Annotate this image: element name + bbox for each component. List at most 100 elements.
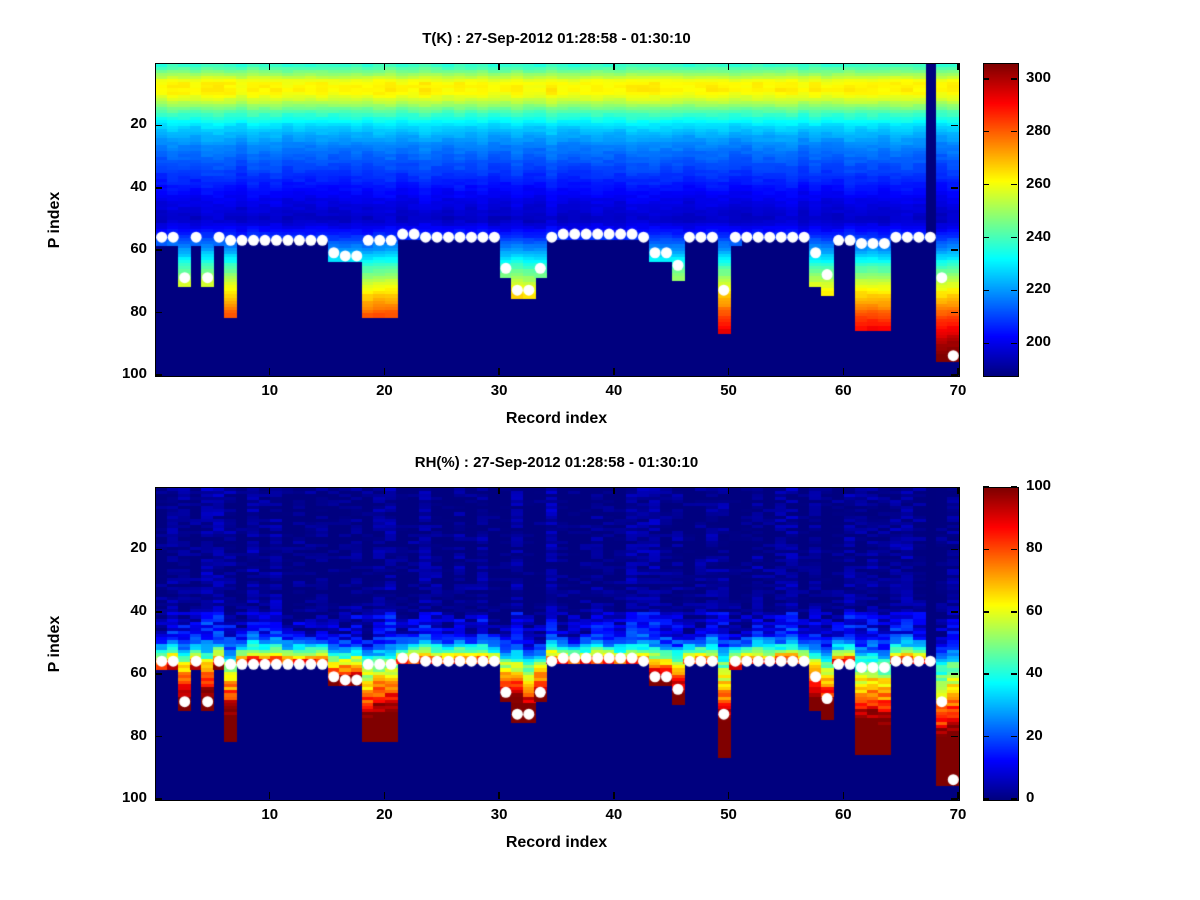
- x-tick-label: 60: [834, 806, 852, 823]
- temperature-heatmap-image: [156, 64, 959, 376]
- x-tick-mark: [613, 368, 615, 375]
- x-tick-label: 50: [720, 382, 737, 399]
- y-tick-label: 20: [130, 539, 147, 557]
- x-tick-mark: [498, 792, 500, 799]
- y-tick-mark-right: [951, 311, 958, 314]
- y-tick-mark-right: [951, 735, 958, 738]
- x-tick-label: 40: [605, 382, 623, 399]
- x-tick-mark-top: [268, 487, 271, 494]
- y-tick-mark-right: [951, 187, 958, 189]
- colorbar-tick-label: 200: [1026, 333, 1052, 351]
- x-tick-mark-top: [957, 63, 959, 70]
- y-tick-label: 80: [130, 726, 147, 744]
- humidity-xaxis-label: Record index: [505, 834, 608, 851]
- y-tick-label: 60: [130, 240, 147, 258]
- x-tick-label: 30: [490, 806, 508, 823]
- x-tick-label: 20: [376, 806, 393, 823]
- x-tick-mark-top: [613, 487, 615, 494]
- humidity-plot-title: RH(%) : 27-Sep-2012 01:28:58 - 01:30:10: [414, 454, 699, 471]
- y-tick-label: 100: [121, 365, 147, 382]
- x-tick-label: 20: [376, 382, 393, 399]
- colorbar-tick-mark-right: [1011, 798, 1017, 800]
- x-tick-mark-top: [383, 63, 386, 70]
- colorbar-tick-label: 0: [1026, 789, 1035, 806]
- colorbar-tick-label: 80: [1026, 539, 1043, 557]
- x-tick-label: 10: [261, 382, 279, 399]
- y-tick-mark-right: [951, 249, 958, 251]
- colorbar-tick-label: 20: [1026, 726, 1043, 744]
- y-tick-mark: [155, 249, 162, 251]
- x-tick-label: 70: [949, 806, 967, 823]
- colorbar-tick-label: 60: [1026, 601, 1043, 619]
- y-tick-label: 60: [130, 664, 147, 682]
- x-tick-mark: [842, 792, 845, 799]
- x-tick-mark: [383, 368, 386, 375]
- colorbar-tick-mark: [983, 236, 989, 239]
- y-tick-mark-right: [951, 124, 958, 127]
- temperature-colorbar-gradient: [984, 64, 1018, 376]
- humidity-heatmap-axes[interactable]: [155, 487, 960, 801]
- colorbar-tick-mark-right: [1011, 130, 1017, 133]
- x-tick-mark-top: [957, 487, 959, 494]
- colorbar-tick-label: 240: [1026, 227, 1052, 245]
- x-tick-mark-top: [613, 63, 615, 70]
- y-tick-mark: [155, 124, 162, 127]
- humidity-heatmap-image: [156, 488, 959, 800]
- colorbar-tick-mark: [983, 798, 989, 800]
- humidity-colorbar-gradient: [984, 488, 1018, 800]
- x-tick-mark-top: [498, 63, 500, 70]
- colorbar-tick-label: 260: [1026, 174, 1052, 192]
- y-tick-label: 100: [121, 789, 147, 806]
- x-tick-mark: [727, 368, 730, 375]
- y-tick-mark: [155, 548, 162, 551]
- colorbar-tick-mark: [983, 78, 989, 80]
- colorbar-tick-label: 280: [1026, 121, 1052, 139]
- x-tick-mark: [268, 368, 271, 375]
- x-tick-mark-top: [842, 63, 845, 70]
- colorbar-tick-mark-right: [1011, 548, 1017, 551]
- x-tick-label: 40: [605, 806, 623, 823]
- temperature-heatmap-axes[interactable]: [155, 63, 960, 377]
- y-tick-mark-right: [951, 673, 958, 675]
- colorbar-tick-mark: [983, 548, 989, 551]
- colorbar-tick-label: 40: [1026, 664, 1043, 682]
- y-tick-mark: [155, 798, 162, 800]
- colorbar-tick-label: 100: [1026, 477, 1052, 494]
- x-tick-mark: [957, 368, 959, 375]
- y-tick-mark: [155, 611, 162, 613]
- colorbar-tick-mark-right: [1011, 486, 1017, 488]
- x-tick-mark-top: [842, 487, 845, 494]
- x-tick-label: 70: [949, 382, 967, 399]
- temperature-colorbar[interactable]: [983, 63, 1019, 377]
- x-tick-mark: [383, 792, 386, 799]
- y-tick-mark: [155, 673, 162, 675]
- y-tick-label: 40: [130, 601, 147, 619]
- x-tick-label: 60: [834, 382, 852, 399]
- x-tick-mark: [268, 792, 271, 799]
- y-tick-mark: [155, 374, 162, 376]
- colorbar-tick-mark: [983, 673, 989, 675]
- x-tick-mark-top: [383, 487, 386, 494]
- humidity-colorbar[interactable]: [983, 487, 1019, 801]
- x-tick-mark-top: [727, 487, 730, 494]
- colorbar-tick-mark: [983, 342, 989, 345]
- colorbar-tick-mark: [983, 130, 989, 133]
- y-tick-mark-right: [951, 374, 958, 376]
- colorbar-tick-label: 300: [1026, 68, 1052, 86]
- x-tick-label: 50: [720, 806, 737, 823]
- x-tick-mark-top: [727, 63, 730, 70]
- y-tick-label: 20: [130, 115, 147, 133]
- colorbar-tick-mark: [983, 183, 989, 186]
- humidity-yaxis-label: P index: [46, 615, 63, 673]
- colorbar-tick-mark-right: [1011, 78, 1017, 80]
- colorbar-tick-mark: [983, 289, 989, 292]
- colorbar-tick-mark-right: [1011, 735, 1017, 738]
- colorbar-tick-mark-right: [1011, 673, 1017, 675]
- x-tick-mark: [727, 792, 730, 799]
- x-tick-mark: [842, 368, 845, 375]
- temperature-yaxis-label: P index: [46, 191, 63, 249]
- x-tick-mark: [498, 368, 500, 375]
- y-tick-mark-right: [951, 611, 958, 613]
- colorbar-tick-mark-right: [1011, 236, 1017, 239]
